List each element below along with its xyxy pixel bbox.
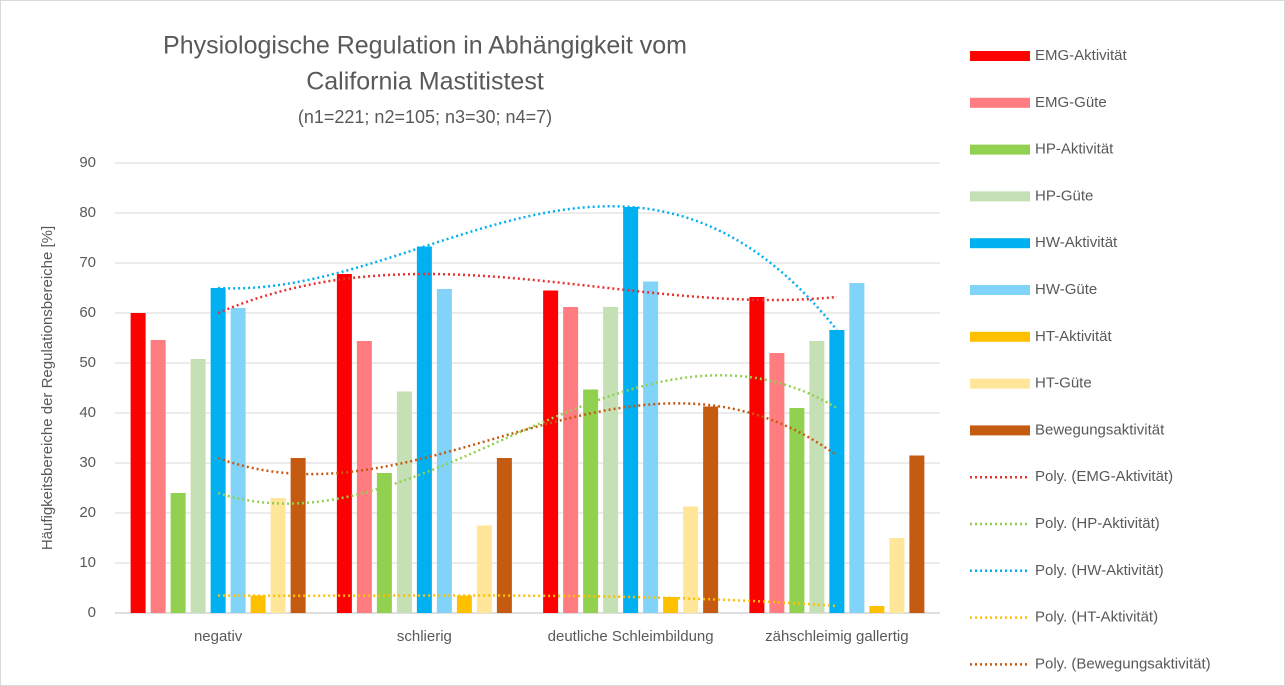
- bar: [543, 290, 559, 613]
- x-tick-label: zähschleimig gallertig: [765, 628, 908, 645]
- bar: [336, 274, 352, 613]
- legend-swatch: [970, 425, 1030, 436]
- bar: [130, 313, 146, 613]
- y-tick-label: 50: [79, 354, 96, 371]
- legend-swatch: [970, 331, 1030, 342]
- bar: [789, 408, 805, 613]
- bar: [643, 281, 659, 613]
- bar: [769, 353, 785, 613]
- legend-label: HP-Güte: [1035, 187, 1093, 204]
- bar: [290, 458, 306, 613]
- bar: [809, 341, 825, 613]
- y-tick-label: 40: [79, 404, 96, 421]
- bar: [563, 307, 579, 613]
- bar: [436, 289, 452, 613]
- bar: [376, 473, 392, 613]
- bar: [849, 283, 865, 613]
- legend-label: HW-Güte: [1035, 281, 1097, 298]
- trendline: [217, 402, 838, 476]
- bar: [703, 406, 719, 613]
- chart-subtitle: (n1=221; n2=105; n3=30; n4=7): [298, 107, 552, 127]
- legend-label: HT-Güte: [1035, 375, 1092, 392]
- legend-label: HP-Aktivität: [1035, 141, 1114, 158]
- chart-title: California Mastitistest: [306, 68, 544, 96]
- trendline: [217, 272, 837, 315]
- bar: [829, 330, 845, 613]
- bar: [356, 341, 372, 613]
- legend-label: Poly. (HP-Aktivität): [1035, 515, 1160, 532]
- bar: [456, 595, 472, 613]
- legend-label: EMG-Aktivität: [1035, 47, 1128, 64]
- bar: [749, 297, 765, 613]
- bar: [583, 389, 599, 613]
- x-tick-label: negativ: [194, 628, 243, 645]
- legend-label: HT-Aktivität: [1035, 328, 1113, 345]
- y-tick-label: 10: [79, 554, 96, 571]
- bar: [270, 498, 286, 613]
- bar: [496, 458, 512, 613]
- legend-label: Poly. (HW-Aktivität): [1035, 562, 1164, 579]
- bar: [170, 493, 186, 613]
- y-tick-label: 20: [79, 504, 96, 521]
- legend-swatch: [970, 285, 1030, 295]
- bar: [889, 538, 905, 613]
- bar: [396, 391, 412, 613]
- bar: [230, 308, 246, 613]
- x-tick-label: deutliche Schleimbildung: [548, 628, 714, 645]
- y-axis-label: Häufigkeitsbereiche der Regulationsberei…: [39, 226, 56, 550]
- trendline: [218, 594, 837, 608]
- y-tick-label: 0: [88, 604, 96, 621]
- legend-label: Poly. (Bewegungsaktivität): [1035, 655, 1211, 672]
- legend-label: Bewegungsaktivität: [1035, 421, 1165, 438]
- legend-label: HW-Aktivität: [1035, 234, 1118, 251]
- bar: [416, 246, 432, 613]
- legend-swatch: [970, 144, 1030, 155]
- y-tick-label: 80: [79, 204, 96, 221]
- legend-swatch: [970, 97, 1030, 108]
- legend-swatch: [970, 238, 1030, 249]
- bar: [603, 307, 619, 613]
- legend-label: EMG-Güte: [1035, 94, 1107, 111]
- bar: [150, 340, 166, 613]
- legend-label: Poly. (EMG-Aktivität): [1035, 468, 1173, 485]
- legend-label: Poly. (HT-Aktivität): [1035, 609, 1158, 626]
- bar: [663, 597, 679, 613]
- bar: [869, 606, 885, 613]
- y-tick-label: 30: [79, 454, 96, 471]
- trendline: [218, 205, 838, 331]
- x-tick-label: schlierig: [397, 628, 452, 645]
- y-tick-label: 90: [79, 154, 96, 171]
- bar: [909, 455, 925, 613]
- bar: [683, 506, 699, 613]
- y-tick-label: 70: [79, 254, 96, 271]
- legend-swatch: [970, 378, 1030, 389]
- bar: [623, 207, 639, 613]
- legend-swatch: [970, 191, 1030, 202]
- bar: [476, 525, 492, 613]
- chart-title: Physiologische Regulation in Abhängigkei…: [163, 32, 687, 60]
- bar: [250, 595, 266, 613]
- bar: [190, 359, 206, 613]
- y-tick-label: 60: [79, 304, 96, 321]
- legend-swatch: [970, 51, 1030, 61]
- bar: [210, 288, 226, 613]
